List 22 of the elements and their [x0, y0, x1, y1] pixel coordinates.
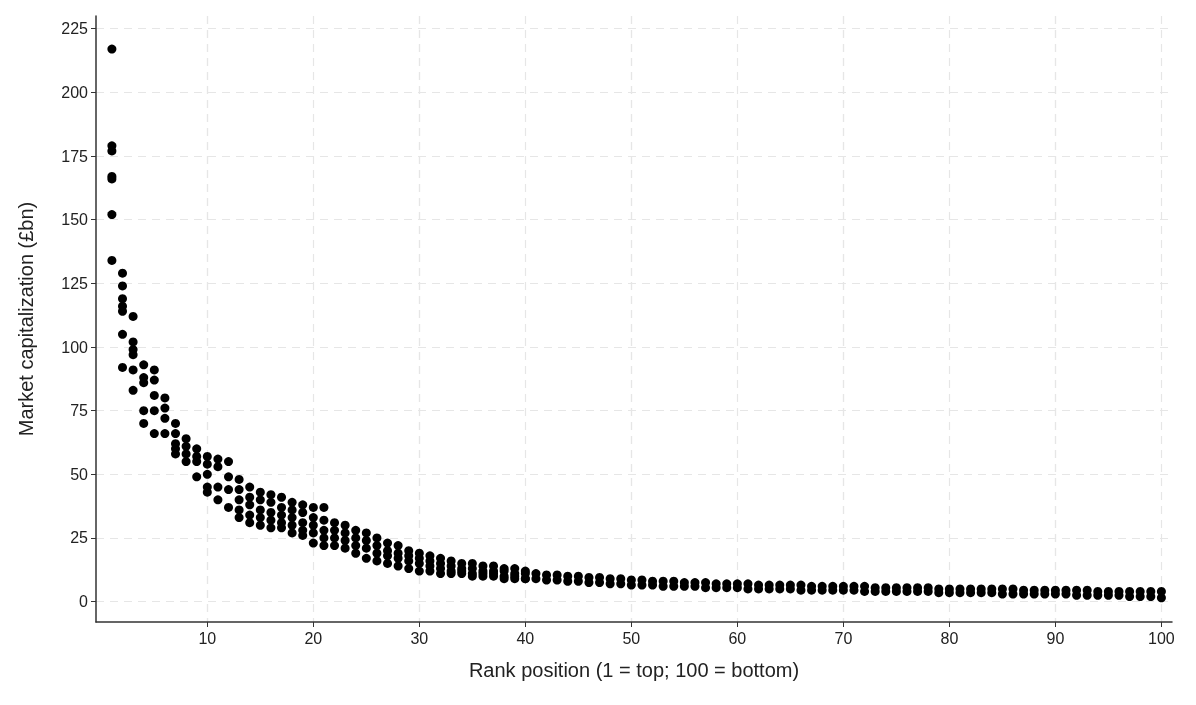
- x-tick-label: 40: [516, 629, 535, 647]
- y-tick-label: 100: [61, 338, 89, 356]
- y-tick-label: 125: [61, 274, 89, 292]
- y-tick-label: 75: [70, 402, 89, 420]
- x-tick-label: 50: [622, 629, 641, 647]
- y-tick-label: 25: [70, 529, 89, 547]
- y-tick-label: 0: [79, 593, 89, 611]
- x-tick-label: 90: [1046, 629, 1065, 647]
- y-tick-label: 200: [61, 83, 89, 101]
- x-tick-label: 70: [834, 629, 853, 647]
- y-tick-label: 175: [61, 147, 89, 165]
- x-tick-label: 20: [304, 629, 323, 647]
- y-tick-label: 50: [70, 465, 89, 483]
- x-axis-title: Rank position (1 = top; 100 = bottom): [468, 659, 800, 681]
- x-tick-label: 60: [728, 629, 747, 647]
- y-tick-label: 150: [61, 211, 89, 229]
- x-tick-label: 80: [940, 629, 959, 647]
- x-tick-label: 30: [410, 629, 429, 647]
- x-tick-label: 100: [1148, 629, 1175, 647]
- y-axis-title: Market capitalization (£bn): [15, 201, 37, 437]
- y-tick-label: 225: [61, 20, 89, 38]
- x-tick-label: 10: [198, 629, 217, 647]
